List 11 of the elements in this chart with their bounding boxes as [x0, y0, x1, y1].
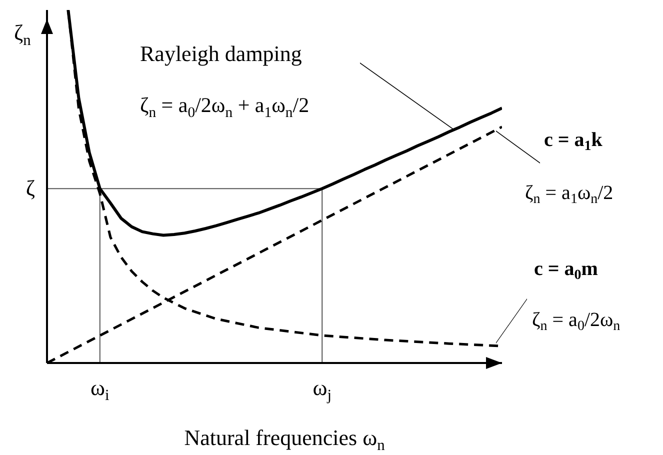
- x-tick-label: ω$_{j}$: [312, 375, 332, 404]
- text: ζ$_{n}$ = a$_{1}$ω$_{n}$/2: [525, 182, 614, 208]
- text: c = a$_{0}$m: [534, 258, 598, 284]
- ref-line-label: ζ: [26, 176, 35, 201]
- y-axis-title: ζ$_{n}$: [14, 20, 32, 48]
- annotation: Rayleigh damping: [140, 41, 302, 66]
- text: c = a$_{1}$k: [544, 129, 604, 154]
- x-axis-title: Natural frequencies ω$_{n}$: [184, 425, 386, 454]
- x-tick-label: ω$_{i}$: [90, 375, 110, 404]
- text: ζ$_{n}$ = a$_{0}$/2ω$_{n}$ + a$_{1}$ω$_{n}$/2: [140, 93, 310, 120]
- text: ζ$_{n}$ = a$_{0}$/2ω$_{n}$: [532, 309, 620, 334]
